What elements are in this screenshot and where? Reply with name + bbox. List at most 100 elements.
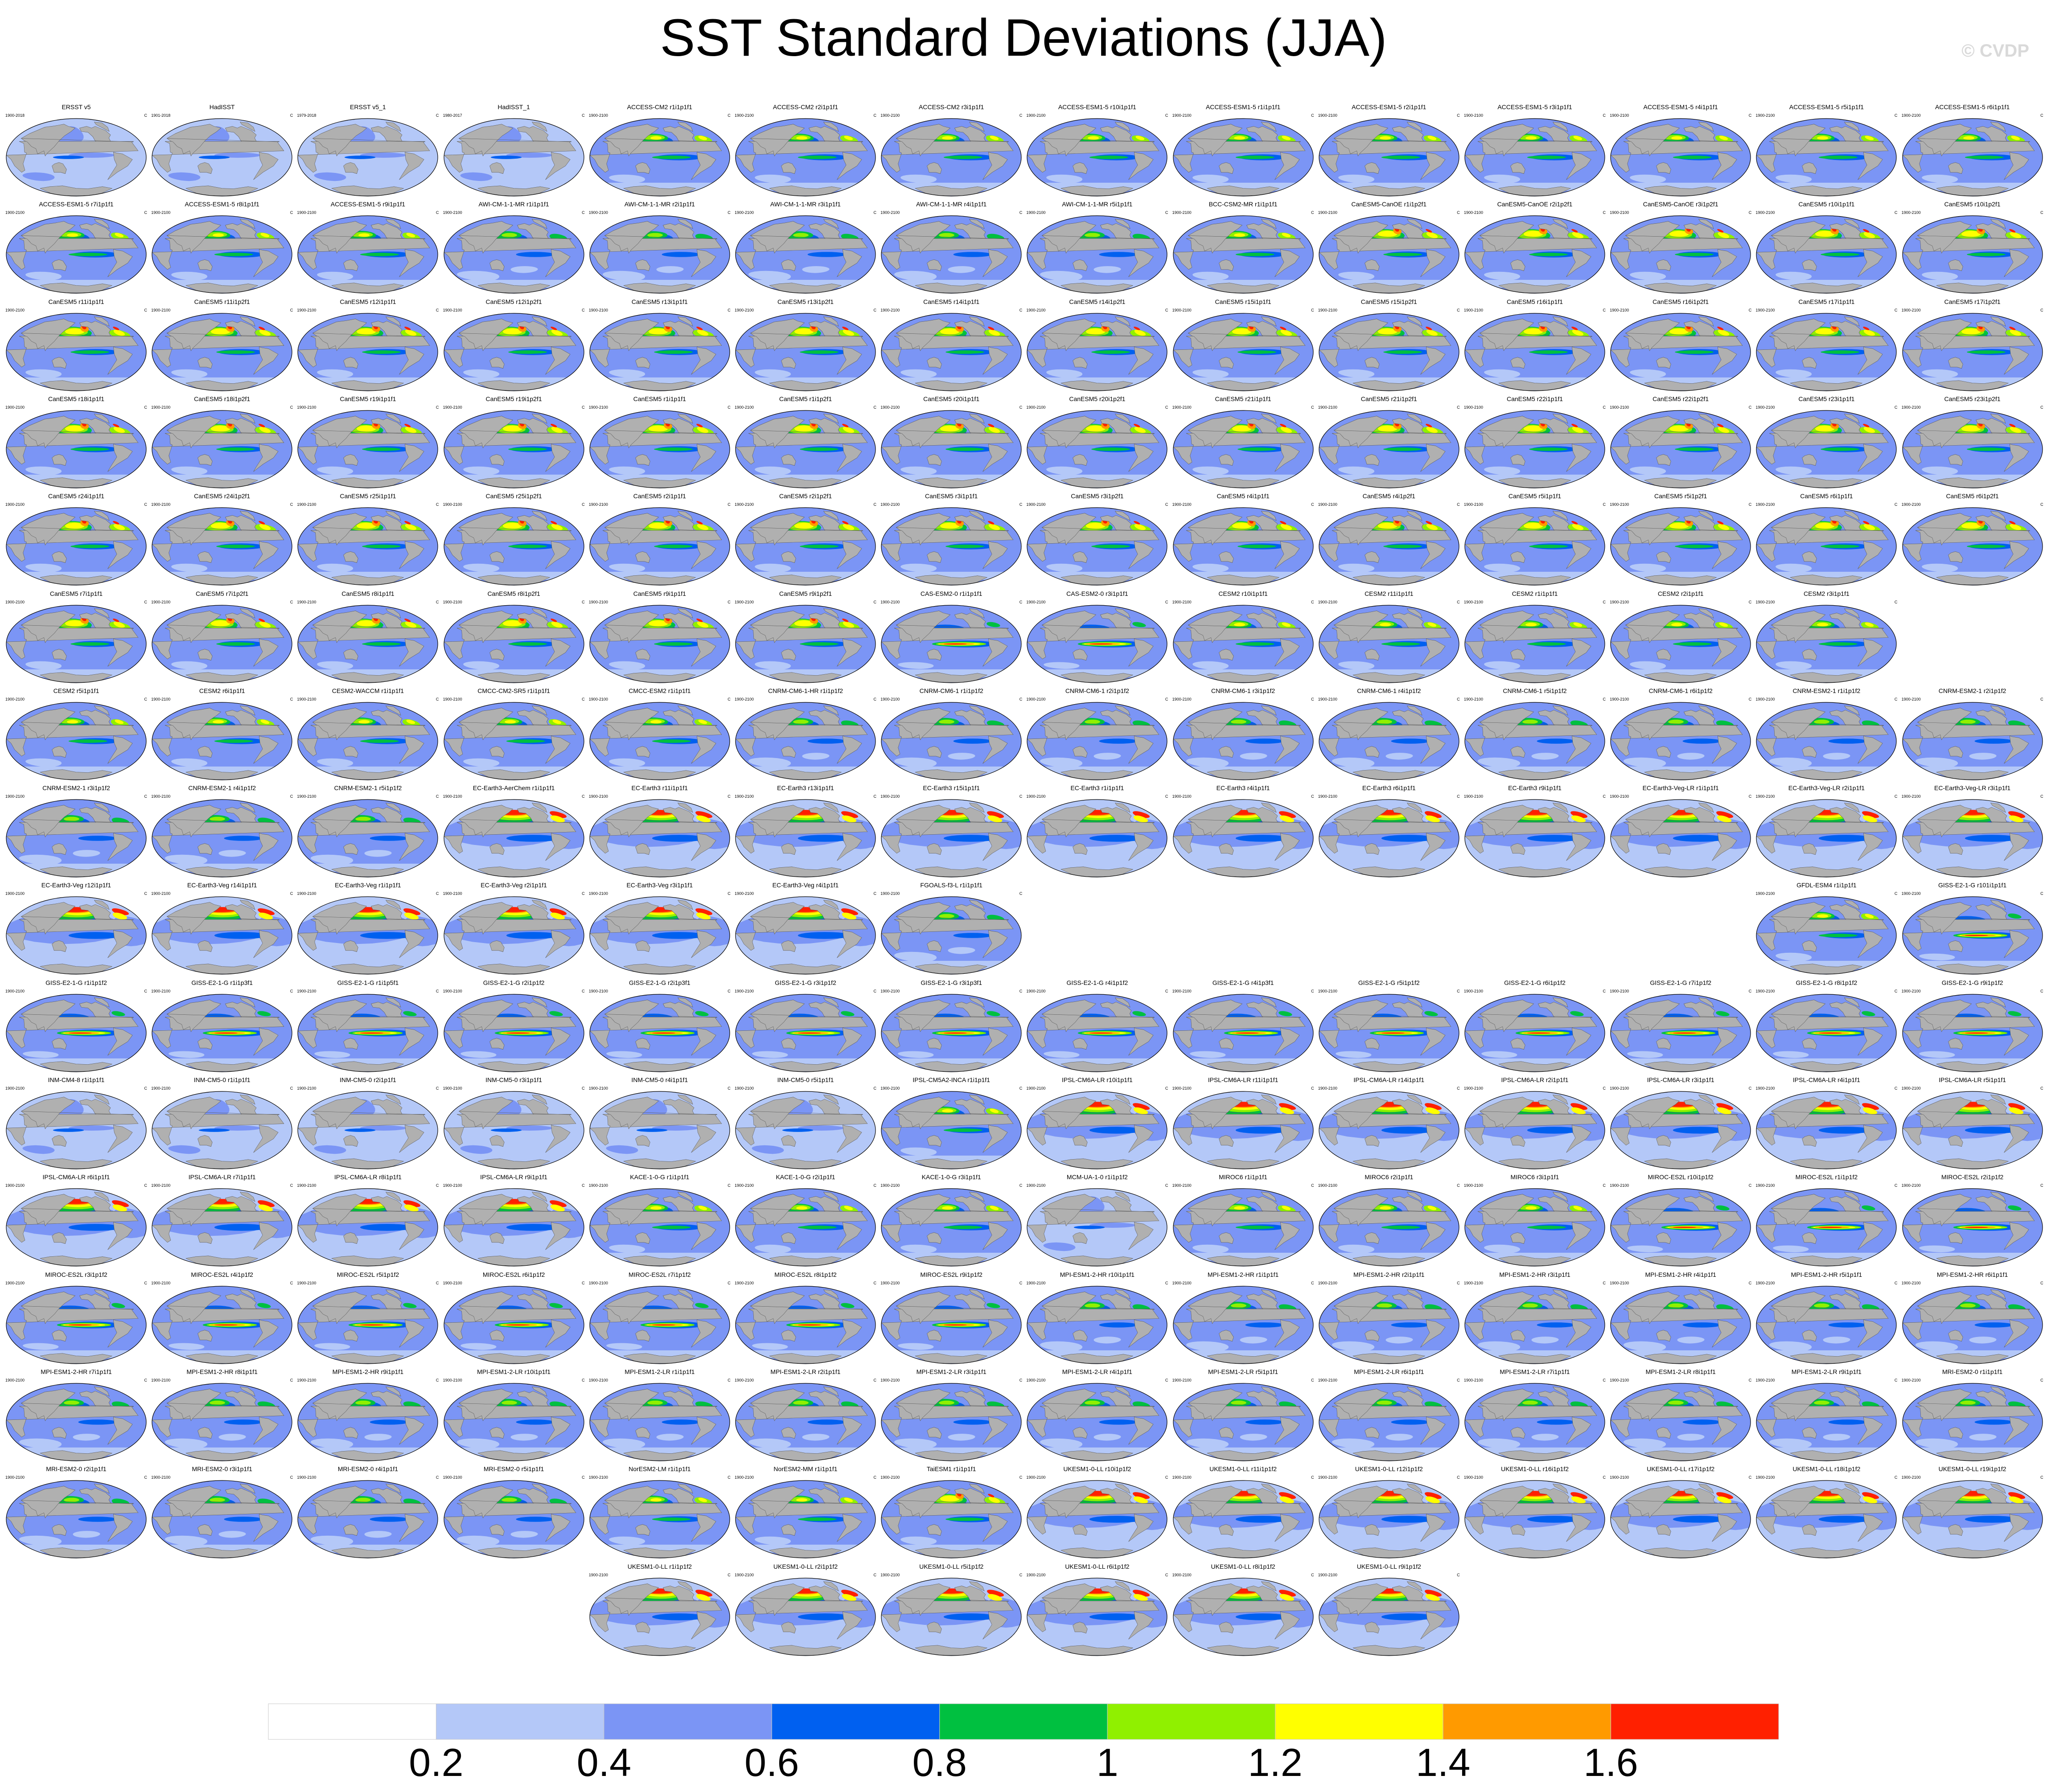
- world-map: [1610, 1480, 1751, 1558]
- panel-title: MPI-ESM1-2-LR r7i1p1f1: [1500, 1368, 1570, 1375]
- map-outline: [152, 118, 292, 197]
- sst-contour: [794, 328, 814, 334]
- sst-contour: [1046, 174, 1083, 183]
- panel-unit: C: [1894, 113, 1898, 118]
- panel-unit: C: [1311, 1183, 1314, 1188]
- panel-period: 1900-2100: [588, 1183, 608, 1188]
- land-mass: [1656, 162, 1671, 174]
- land-mass: [545, 249, 571, 277]
- world-map: [297, 118, 438, 197]
- panel-title: GISS-E2-1-G r101i1p1f1: [1938, 882, 2007, 889]
- map-outline: [6, 410, 147, 488]
- panel-unit: C: [2040, 210, 2043, 215]
- panel-period: 1900-2100: [1318, 308, 1337, 312]
- world-map: [1464, 312, 1605, 391]
- panel-period: 1900-2100: [1318, 210, 1337, 215]
- map-panel: CanESM5 r10i1p2f1 1900-2100 C: [1901, 201, 2044, 294]
- sst-contour: [1537, 1419, 1576, 1425]
- panel-title: CanESM5 r24i1p1f1: [48, 492, 105, 500]
- panel-unit: C: [290, 794, 293, 799]
- map-outline: [1464, 215, 1605, 294]
- sst-contour: [1717, 229, 1724, 233]
- sst-contour: [807, 1419, 847, 1425]
- map-panel: EC-Earth3 r1i1p1f1 1900-2100 C: [1025, 784, 1169, 878]
- world-map: [881, 1383, 1022, 1461]
- world-map: [1610, 410, 1751, 488]
- map-outline: [297, 215, 438, 294]
- world-map: [443, 1188, 584, 1267]
- world-map: [881, 799, 1022, 878]
- sst-contour: [171, 271, 208, 281]
- land-mass: [927, 259, 942, 271]
- sst-contour: [1921, 271, 1958, 281]
- world-map: [589, 1091, 730, 1169]
- panel-period: 1900-2100: [297, 308, 317, 312]
- panel-unit: C: [1894, 891, 1898, 896]
- panel-unit: C: [1748, 405, 1752, 410]
- map-panel: ACCESS-ESM1-5 r3i1p1f1 1900-2100 C: [1463, 103, 1607, 197]
- land-mass: [1365, 357, 1380, 369]
- panel-unit: C: [1165, 697, 1168, 701]
- sst-contour: [1237, 350, 1276, 354]
- land-mass: [1420, 346, 1446, 375]
- land-mass: [107, 346, 133, 375]
- world-map: [1464, 604, 1605, 683]
- map-panel: CanESM5 r1i1p2f1 1900-2100 C: [734, 395, 877, 489]
- panel-title: CanESM5 r18i1p2f1: [194, 395, 251, 402]
- panel-title: GISS-E2-1-G r3i1p3f1: [921, 979, 982, 986]
- world-map: [1464, 799, 1605, 878]
- map-panel: CanESM5 r9i1p1f1 1900-2100 C: [588, 590, 732, 684]
- panel-unit: C: [873, 1280, 877, 1285]
- panel-unit: C: [1603, 502, 1606, 507]
- land-mass: [1406, 316, 1422, 327]
- sst-contour: [1675, 350, 1714, 354]
- sst-contour: [550, 326, 557, 330]
- map-panel: EC-Earth3-AerChem r1i1p1f1 1900-2100 C: [442, 784, 586, 878]
- panel-unit: C: [1457, 1378, 1460, 1382]
- panel-period: 1900-2100: [735, 697, 754, 701]
- world-map: [589, 1577, 730, 1656]
- map-panel: EC-Earth3-Veg r3i1p1f1 1900-2100 C: [588, 882, 732, 975]
- panel-unit: C: [1748, 988, 1752, 993]
- panel-unit: C: [144, 794, 148, 799]
- panel-unit: C: [2040, 1183, 2043, 1188]
- land-mass: [166, 416, 280, 448]
- map-panel: EC-Earth3 r15i1p1f1 1900-2100 C: [880, 784, 1023, 878]
- panel-period: 1900-2100: [1318, 988, 1337, 993]
- panel-unit: C: [582, 1086, 585, 1091]
- panel-period: 1900-2100: [5, 405, 25, 410]
- land-mass: [927, 162, 942, 174]
- panel-period: 1900-2100: [588, 891, 608, 896]
- panel-title: GISS-E2-1-G r6i1p1f2: [1504, 979, 1566, 986]
- panel-period: 1900-2100: [1318, 1086, 1337, 1091]
- panel-title: IPSL-CM6A-LR r4i1p1f1: [1792, 1076, 1860, 1083]
- map-panel: CanESM5 r3i1p2f1 1900-2100 C: [1025, 492, 1169, 586]
- panel-title: MPI-ESM1-2-HR r6i1p1f1: [1936, 1271, 2008, 1278]
- panel-unit: C: [290, 599, 293, 604]
- land-mass: [107, 443, 133, 472]
- map-panel: EC-Earth3-Veg-LR r2i1p1f1 1900-2100 C: [1755, 784, 1898, 878]
- panel-unit: C: [873, 1475, 877, 1480]
- world-map: [1027, 799, 1167, 878]
- world-map: [443, 896, 584, 975]
- land-mass: [197, 259, 213, 271]
- sst-contour: [508, 447, 547, 451]
- sst-contour: [602, 271, 645, 282]
- map-panel: MIROC-ES2L r6i1p1f2 1900-2100 C: [442, 1271, 586, 1365]
- land-mass: [166, 124, 280, 156]
- panel-unit: C: [728, 113, 731, 118]
- panel-title: UKESM1-0-LL r17i1p1f2: [1647, 1465, 1715, 1473]
- sst-contour: [652, 156, 691, 159]
- panel-grid: ERSST v5 1900-2018 C HadISST 1901-2018 C ERSST…: [5, 103, 2044, 1656]
- panel-period: 1900-2100: [151, 308, 171, 312]
- map-outline: [735, 215, 876, 294]
- sst-contour: [1099, 252, 1138, 258]
- land-mass: [837, 249, 862, 277]
- map-panel: ACCESS-ESM1-5 r6i1p1f1 1900-2100 C: [1901, 103, 2044, 197]
- map-outline: [6, 118, 147, 197]
- panel-title: GISS-E2-1-G r1i1p3f1: [191, 979, 253, 986]
- panel-period: 1900-2100: [5, 697, 25, 701]
- panel-unit: C: [873, 1183, 877, 1188]
- land-mass: [781, 357, 796, 369]
- panel-unit: C: [1457, 988, 1460, 993]
